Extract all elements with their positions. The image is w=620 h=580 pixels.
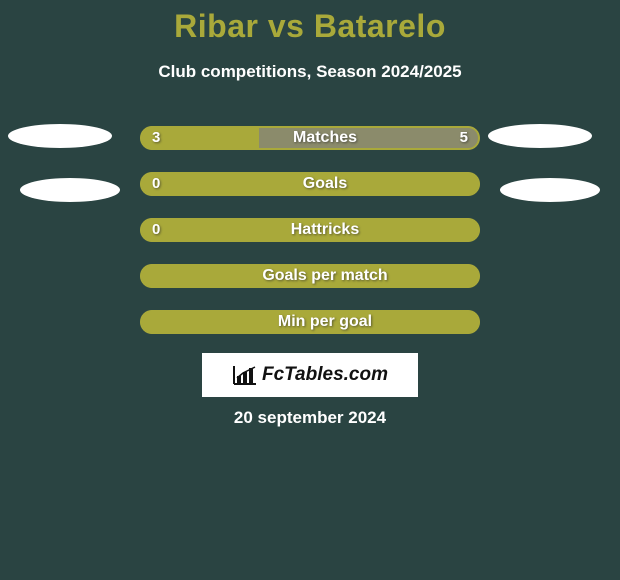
logo-text: FcTables.com	[262, 364, 388, 386]
date-text: 20 september 2024	[0, 408, 620, 428]
stat-bar-row: Matches35	[140, 126, 480, 150]
stat-bar-left-seg	[140, 172, 480, 196]
content-ellipse	[488, 124, 592, 148]
stat-bar-left-seg	[140, 218, 480, 242]
logo-box: FcTables.com	[202, 353, 418, 397]
logo-inner: FcTables.com	[232, 364, 388, 386]
stat-bar-left-seg	[140, 310, 480, 334]
content-ellipse	[500, 178, 600, 202]
stat-bar-left-seg	[140, 264, 480, 288]
bars-area: Matches35 Goals0 Hattricks0 Goals per match…	[140, 126, 480, 356]
stat-bar-row: Min per goal	[140, 310, 480, 334]
stat-bar-left-seg	[140, 126, 259, 150]
stat-bar-row: Hattricks0	[140, 218, 480, 242]
logo-chart-icon	[232, 364, 258, 386]
page-title: Ribar vs Batarelo	[0, 8, 620, 45]
content-ellipse	[8, 124, 112, 148]
stat-bar-right-seg	[259, 126, 480, 150]
stat-bar-row: Goals per match	[140, 264, 480, 288]
content-ellipse	[20, 178, 120, 202]
comparison-canvas: Ribar vs Batarelo Club competitions, Sea…	[0, 0, 620, 580]
stat-bar-row: Goals0	[140, 172, 480, 196]
subtitle: Club competitions, Season 2024/2025	[0, 62, 620, 82]
